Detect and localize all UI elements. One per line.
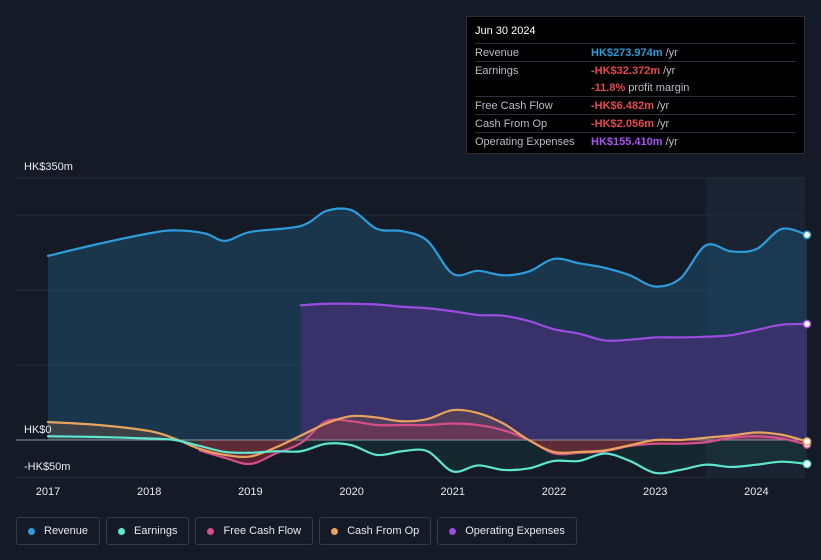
tooltip-unit: /yr (665, 46, 678, 59)
y-axis-label-bottom: -HK$50m (24, 461, 70, 473)
legend-label: Cash From Op (347, 525, 420, 537)
negative-region-area (199, 439, 808, 465)
legend-cash-from-op[interactable]: Cash From Op (319, 517, 432, 545)
revenue-endpoint (802, 230, 812, 240)
legend-dot-icon (449, 527, 457, 535)
cash-from-op-endpoint (802, 437, 812, 446)
earnings-line (46, 435, 809, 475)
tooltip-unit: /yr (656, 117, 670, 130)
earnings-area (48, 436, 807, 474)
tooltip-value: -HK$32.372m (591, 64, 661, 77)
tooltip-row-earnings: Earnings -HK$32.372m /yr (475, 61, 796, 79)
legend-earnings[interactable]: Earnings (106, 517, 190, 545)
tooltip-value: HK$273.974m (591, 46, 663, 59)
x-tick-label: 2022 (542, 486, 566, 498)
legend-revenue[interactable]: Revenue (16, 517, 101, 545)
tooltip-label: Earnings (475, 64, 519, 77)
tooltip-unit: /yr (656, 99, 670, 112)
tooltip-unit: /yr (663, 64, 676, 77)
series-lines (46, 207, 809, 475)
series-endpoints (802, 230, 812, 469)
x-tick-label: 2021 (441, 486, 465, 498)
tooltip-label: Free Cash Flow (475, 99, 553, 112)
chart-legend: Revenue Earnings Free Cash Flow Cash Fro… (16, 517, 577, 545)
free-cash-flow-line (198, 418, 809, 466)
tooltip-row-revenue: Revenue HK$273.974m /yr (475, 43, 796, 61)
legend-dot-icon (331, 527, 339, 535)
operating-expenses-endpoint (802, 319, 812, 329)
x-tick-label: 2023 (643, 486, 667, 498)
legend-dot-icon (207, 527, 215, 535)
tooltip-row-profit-margin: -11.8% profit margin (475, 79, 796, 96)
x-tick-label: 2019 (238, 486, 262, 498)
tooltip-row-free-cash-flow: Free Cash Flow -HK$6.482m /yr (475, 96, 796, 114)
revenue-line (46, 207, 809, 288)
tooltip-value: -HK$6.482m (591, 99, 654, 112)
data-tooltip: Jun 30 2024 Revenue HK$273.974m /yr Earn… (466, 16, 805, 154)
tooltip-label: Cash From Op (475, 117, 548, 130)
earnings-endpoint (802, 459, 812, 469)
tooltip-value: HK$155.410m (591, 135, 663, 148)
cash-from-op-area (48, 409, 807, 457)
tooltip-label: Revenue (475, 46, 520, 59)
tooltip-value: -11.8% (591, 81, 626, 94)
x-tick-label: 2024 (744, 486, 768, 498)
legend-dot-icon (28, 527, 35, 535)
tooltip-label: Operating Expenses (475, 135, 575, 148)
legend-label: Operating Expenses (465, 525, 565, 537)
tooltip-date: Jun 30 2024 (475, 25, 536, 37)
legend-dot-icon (118, 527, 126, 535)
x-tick-label: 2020 (339, 486, 363, 498)
free-cash-flow-area (199, 419, 808, 465)
x-tick-label: 2018 (137, 486, 161, 498)
legend-label: Free Cash Flow (223, 525, 302, 537)
tooltip-unit: profit margin (628, 81, 690, 94)
legend-label: Earnings (134, 525, 178, 537)
y-axis-label-zero: HK$0 (24, 424, 52, 436)
tooltip-value: -HK$2.056m (591, 117, 654, 130)
legend-operating-expenses[interactable]: Operating Expenses (437, 517, 577, 545)
tooltip-row-operating-expenses: Operating Expenses HK$155.410m /yr (475, 132, 796, 150)
tooltip-row-cash-from-op: Cash From Op -HK$2.056m /yr (475, 114, 796, 132)
legend-free-cash-flow[interactable]: Free Cash Flow (195, 517, 314, 545)
y-axis-label-top: HK$350m (24, 161, 73, 173)
x-axis-ticks: 2017 2018 2019 2020 2021 2022 2023 2024 (36, 486, 769, 498)
tooltip-unit: /yr (665, 135, 678, 148)
cash-from-op-line (46, 408, 809, 459)
operating-expenses-line (299, 302, 809, 342)
x-tick-label: 2017 (36, 486, 60, 498)
legend-label: Revenue (44, 525, 89, 537)
